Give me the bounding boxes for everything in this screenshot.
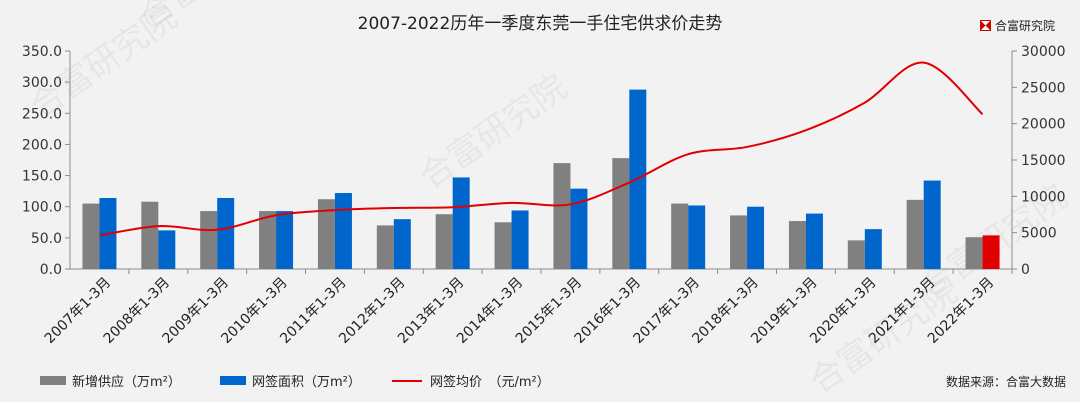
watermark-text: 合富研究院 [132, 0, 294, 37]
y-left-tick-label: 0.0 [40, 262, 62, 278]
watermark-text: 合富研究院 [412, 67, 574, 197]
chart-title: 2007-2022历年一季度东莞一手住宅供求价走势 [358, 14, 723, 34]
bar-supply [259, 211, 277, 269]
legend: 新增供应（万m²） 网签面积（万m²） 网签均价 （元/m²） [40, 374, 550, 390]
legend-label-signed: 网签面积（万m²） [252, 374, 361, 390]
bar-signed [570, 188, 588, 269]
bar-signed [923, 180, 941, 269]
bar-supply [730, 215, 748, 269]
bar-supply [965, 237, 983, 269]
bar-signed-highlight [982, 235, 1000, 269]
y-left-tick-label: 100.0 [22, 200, 62, 216]
brand-logo-icon [980, 20, 991, 31]
y-right-tick-label: 0 [1021, 262, 1030, 278]
bar-signed [805, 213, 823, 269]
y-left-tick-label: 250.0 [22, 106, 62, 122]
bar-supply [317, 199, 335, 269]
legend-swatch-signed [220, 376, 246, 385]
y-right-tick-label: 15000 [1021, 153, 1066, 169]
y-left-tick-label: 300.0 [22, 75, 62, 91]
bar-signed [511, 210, 529, 269]
bar-signed [276, 211, 294, 269]
legend-label-supply: 新增供应（万m²） [72, 374, 181, 390]
bar-supply [376, 225, 394, 269]
bar-signed [452, 177, 470, 269]
bar-supply [906, 199, 924, 269]
price-line [99, 61, 984, 237]
legend-label-price: 网签均价 （元/m²） [430, 374, 550, 390]
y-right-tick-label: 25000 [1021, 80, 1066, 96]
y-right-tick-label: 5000 [1021, 226, 1057, 242]
brand-logo: 合富研究院 [980, 18, 1055, 33]
bar-signed [158, 230, 176, 269]
y-left-tick-label: 200.0 [22, 137, 62, 153]
bar-supply [612, 158, 630, 269]
price-line-layer [99, 61, 984, 237]
bar-signed [747, 206, 765, 269]
bar-supply [141, 201, 159, 269]
bar-signed [393, 219, 411, 269]
bar-supply [671, 203, 689, 269]
bar-signed [217, 197, 235, 269]
y-right-tick-label: 30000 [1021, 44, 1066, 60]
bar-supply [494, 222, 512, 269]
bars-layer [82, 89, 1013, 274]
y-left-tick-label: 50.0 [31, 231, 62, 247]
legend-swatch-supply [40, 376, 66, 385]
y-left-tick-label: 350.0 [22, 44, 62, 60]
bar-signed [864, 229, 882, 269]
bar-supply [82, 203, 100, 269]
bar-supply [435, 214, 453, 269]
data-source-note: 数据来源：合富大数据 [946, 374, 1066, 389]
bar-supply [200, 211, 218, 269]
bar-signed [334, 193, 352, 269]
bar-supply [847, 240, 865, 269]
y-right-tick-label: 20000 [1021, 117, 1066, 133]
bar-supply [788, 221, 806, 269]
bar-signed [688, 205, 706, 269]
brand-name: 合富研究院 [995, 18, 1055, 33]
bar-supply [553, 163, 571, 269]
y-left-tick-label: 150.0 [22, 169, 62, 185]
y-right-tick-label: 10000 [1021, 189, 1066, 205]
